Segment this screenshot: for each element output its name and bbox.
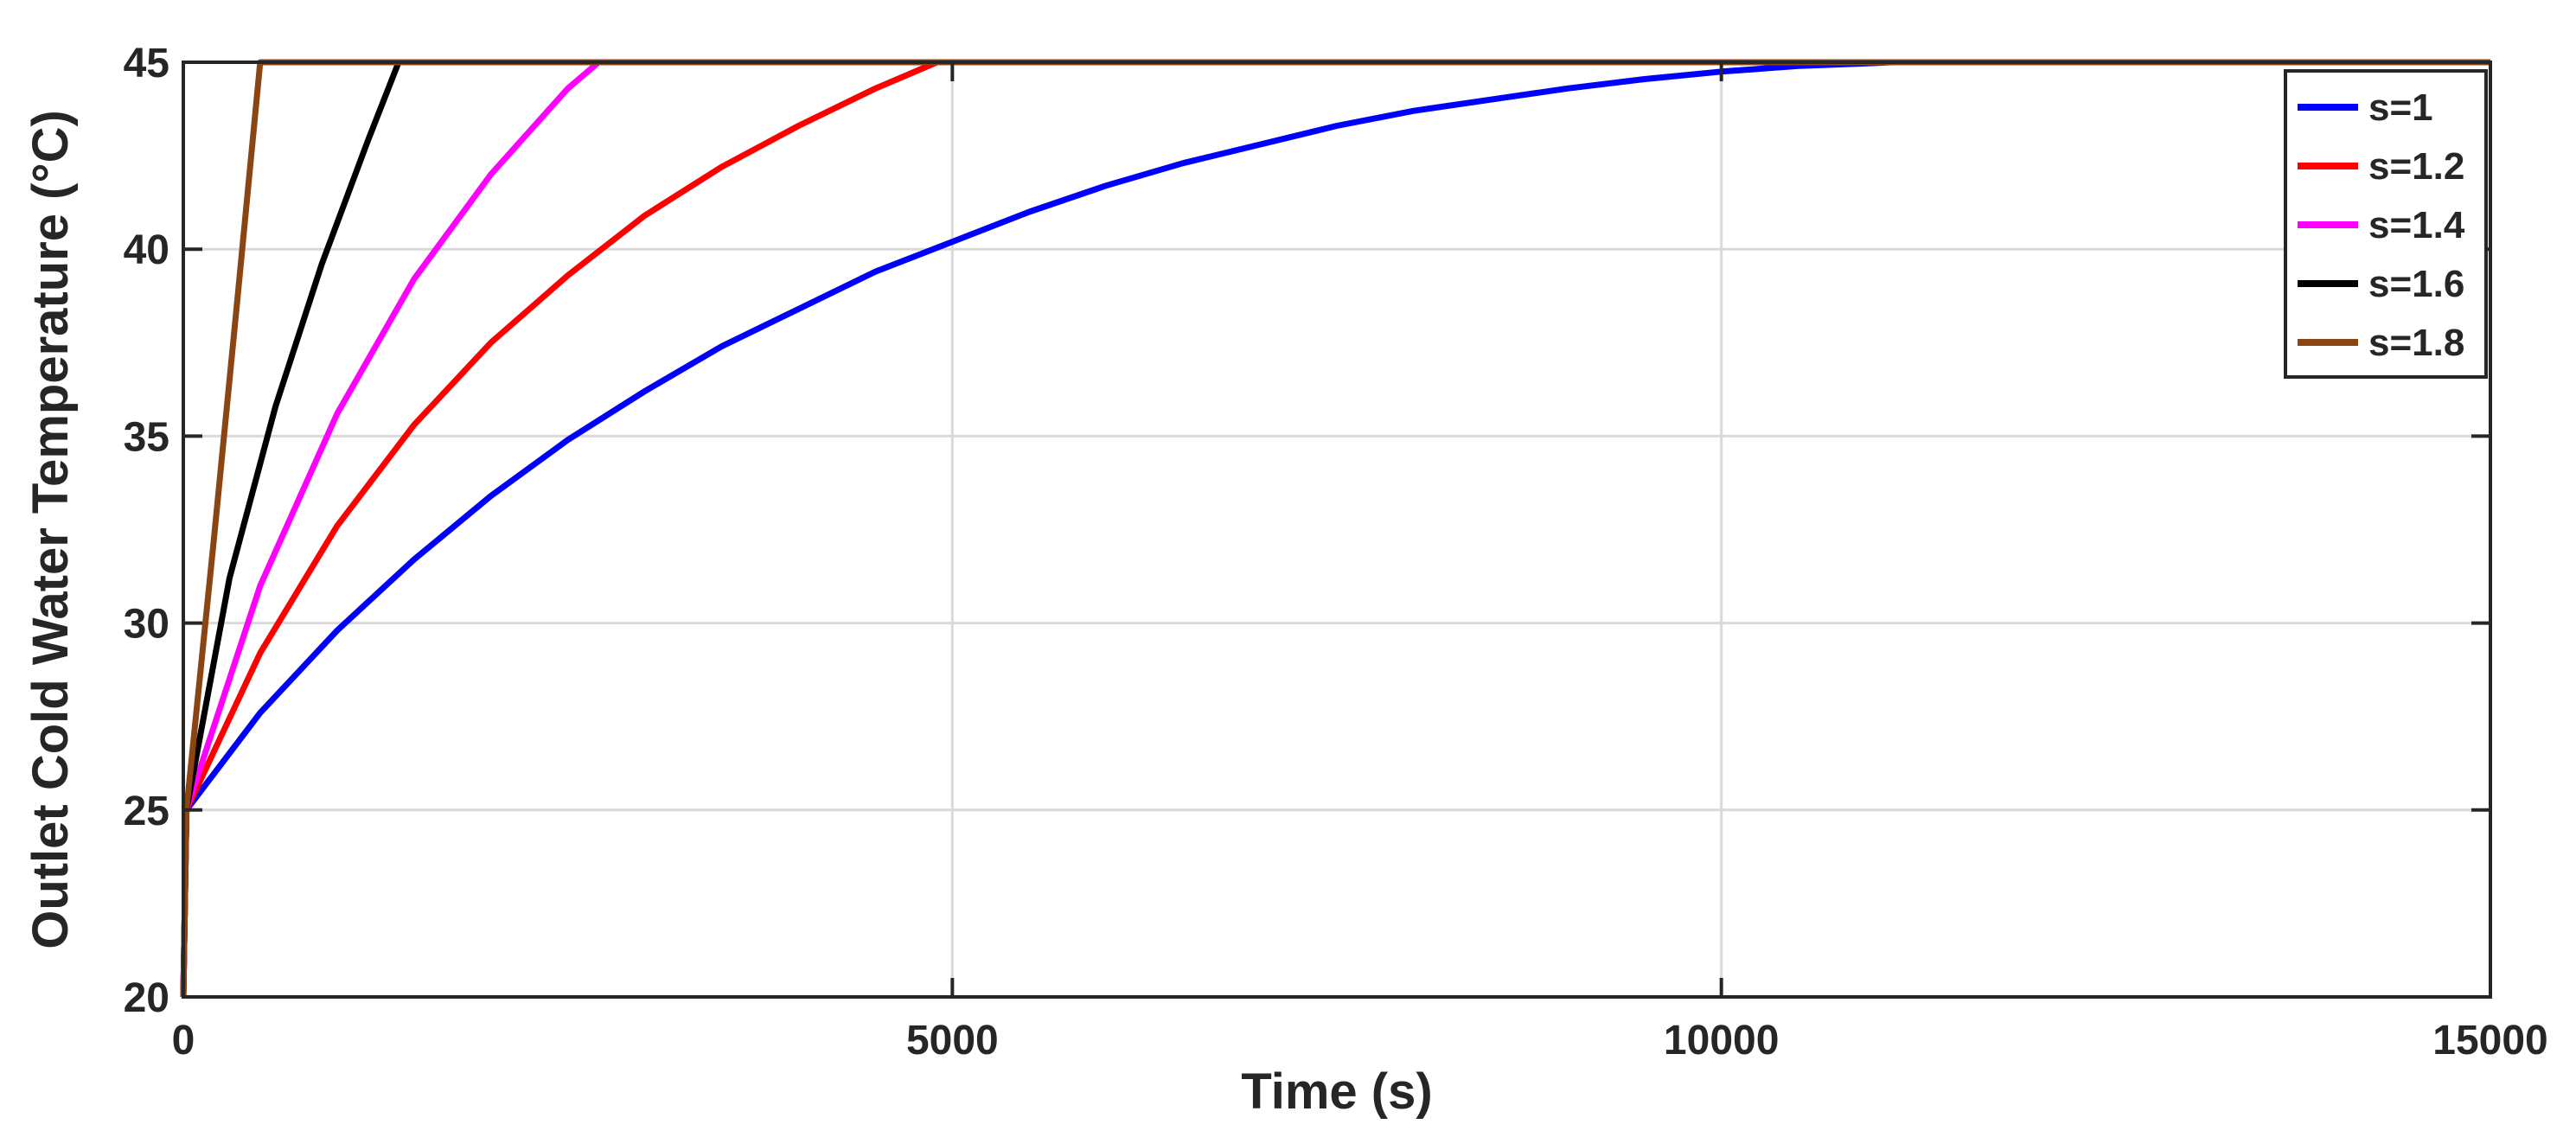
y-tick-label: 20 <box>124 975 169 1021</box>
y-axis-title: Outlet Cold Water Temperature (°C) <box>22 110 79 949</box>
plot-frame <box>182 61 2492 999</box>
series-line-2 <box>180 59 2490 998</box>
y-tick-label: 35 <box>124 414 169 460</box>
legend-label: s=1.2 <box>2368 145 2464 188</box>
series-line-3 <box>180 59 2490 998</box>
legend-label: s=1.6 <box>2368 263 2464 305</box>
y-tick-label: 40 <box>124 227 169 273</box>
x-tick-label: 10000 <box>1664 1018 1779 1064</box>
y-tick-label: 45 <box>124 41 169 86</box>
axis-ticks: 0 5000 10000 15000 20 25 30 35 40 45 <box>124 41 2548 1064</box>
x-tick-label: 5000 <box>906 1018 999 1064</box>
legend-label: s=1 <box>2368 86 2433 129</box>
x-tick-label: 15000 <box>2432 1018 2547 1064</box>
y-tick-label: 25 <box>124 789 169 834</box>
legend-label: s=1.8 <box>2368 322 2464 364</box>
y-tick-label: 30 <box>124 602 169 648</box>
legend: s=1 s=1.2 s=1.4 s=1.6 s=1.8 <box>2284 69 2488 379</box>
series-line-4 <box>180 59 2490 998</box>
x-tick-label: 0 <box>172 1018 195 1064</box>
legend-label: s=1.4 <box>2368 204 2465 246</box>
x-axis-title: Time (s) <box>1241 1064 1432 1120</box>
series-line-1 <box>180 59 2490 998</box>
